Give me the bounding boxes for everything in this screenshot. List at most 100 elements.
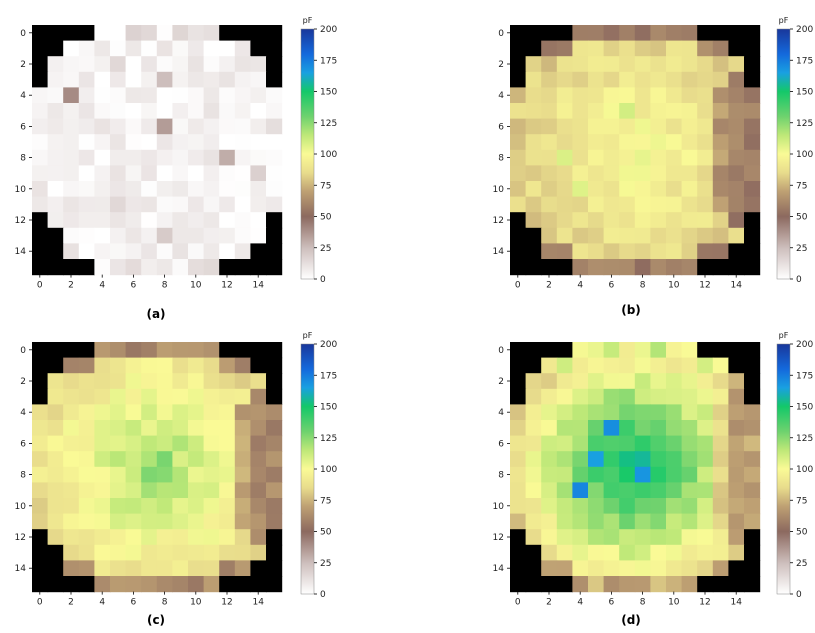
heatmap-cell (744, 56, 761, 73)
colorbar-tick-label: 175 (796, 371, 813, 381)
heatmap-cell (125, 259, 142, 276)
heatmap-cell (603, 103, 620, 120)
heatmap-cell (78, 576, 95, 593)
heatmap-cell (250, 373, 267, 390)
x-tick-label: 6 (131, 281, 137, 291)
x-tick-label: 4 (99, 598, 105, 608)
heatmap-cell (94, 196, 111, 213)
heatmap-cell (156, 87, 173, 104)
heatmap-cell (156, 25, 173, 42)
heatmap-cell (110, 342, 127, 359)
heatmap-cell (125, 482, 142, 499)
heatmap-cell (188, 87, 205, 104)
heatmap-cell (47, 134, 64, 151)
heatmap-cell (681, 196, 698, 213)
heatmap-cell (744, 134, 761, 151)
heatmap-cell (188, 560, 205, 577)
heatmap-cell (219, 498, 236, 515)
heatmap-cell (603, 435, 620, 452)
heatmap-cell (156, 103, 173, 120)
heatmap-cell (32, 181, 49, 198)
heatmap-cell (572, 103, 589, 120)
heatmap-cell (32, 227, 49, 244)
heatmap-cell (172, 482, 189, 499)
heatmap-cell (234, 435, 251, 452)
heatmap-cell (681, 87, 698, 104)
heatmap-cell (572, 576, 589, 593)
heatmap-cell (603, 342, 620, 359)
heatmap-cell (219, 388, 236, 405)
heatmap-cell (110, 435, 127, 452)
heatmap-cell (47, 404, 64, 421)
heatmap-cell (219, 25, 236, 42)
heatmap-cell (588, 404, 605, 421)
heatmap-cell (650, 357, 667, 374)
heatmap-cell (572, 118, 589, 135)
heatmap-cell (188, 544, 205, 561)
heatmap-cell (541, 435, 558, 452)
heatmap-cell (47, 420, 64, 437)
heatmap-cell (78, 560, 95, 577)
heatmap-cell (712, 373, 729, 390)
heatmap-cell (125, 513, 142, 530)
colorbar-tick-label: 50 (796, 213, 808, 223)
heatmap-cell (141, 498, 158, 515)
heatmap-cell (572, 529, 589, 546)
heatmap-cell (588, 56, 605, 73)
heatmap-cell (666, 227, 683, 244)
heatmap-cell (234, 56, 251, 73)
heatmap-cell (634, 56, 651, 73)
heatmap-cell (141, 71, 158, 88)
heatmap-cell (603, 466, 620, 483)
heatmap-cell (712, 196, 729, 213)
heatmap-cell (125, 560, 142, 577)
heatmap-cell (78, 342, 95, 359)
heatmap-cell (525, 498, 542, 515)
heatmap-cell (32, 25, 49, 42)
heatmap-cell (110, 529, 127, 546)
heatmap-cell (697, 357, 714, 374)
heatmap-cell (728, 560, 745, 577)
heatmap-cell (603, 87, 620, 104)
x-tick-label: 4 (577, 598, 583, 608)
heatmap-cell (110, 243, 127, 260)
heatmap-cell (666, 40, 683, 57)
heatmap-cell (619, 212, 636, 229)
heatmap-cell (510, 56, 527, 73)
heatmap-cell (78, 71, 95, 88)
heatmap-cell (110, 165, 127, 182)
heatmap-cell (510, 181, 527, 198)
heatmap-cell (697, 165, 714, 182)
heatmap-cell (603, 25, 620, 42)
heatmap-cell (203, 560, 220, 577)
y-tick-label: 14 (15, 564, 27, 574)
heatmap-cell (588, 181, 605, 198)
heatmap-cell (203, 466, 220, 483)
heatmap-cell (697, 243, 714, 260)
heatmap-cell (650, 227, 667, 244)
y-tick-label: 0 (20, 29, 26, 39)
heatmap-cell (47, 435, 64, 452)
heatmap-cell (619, 71, 636, 88)
y-tick-label: 4 (498, 91, 504, 101)
heatmap-cell (650, 420, 667, 437)
heatmap-cell (63, 56, 80, 73)
heatmap-cell (728, 40, 745, 57)
heatmap-cell (63, 420, 80, 437)
heatmap-cell (172, 544, 189, 561)
heatmap-cell (681, 103, 698, 120)
y-tick-label: 12 (493, 533, 504, 543)
heatmap-cell (63, 212, 80, 229)
heatmap-cell (110, 513, 127, 530)
heatmap-cell (63, 118, 80, 135)
heatmap-cell (681, 388, 698, 405)
heatmap-cell (125, 25, 142, 42)
heatmap-cell (681, 498, 698, 515)
heatmap-cell (525, 118, 542, 135)
colorbar-tick-label: 200 (320, 340, 337, 350)
y-tick-label: 0 (20, 346, 26, 356)
heatmap-cell (588, 87, 605, 104)
heatmap-cell (712, 227, 729, 244)
heatmap-cell (634, 544, 651, 561)
heatmap-cell (141, 435, 158, 452)
